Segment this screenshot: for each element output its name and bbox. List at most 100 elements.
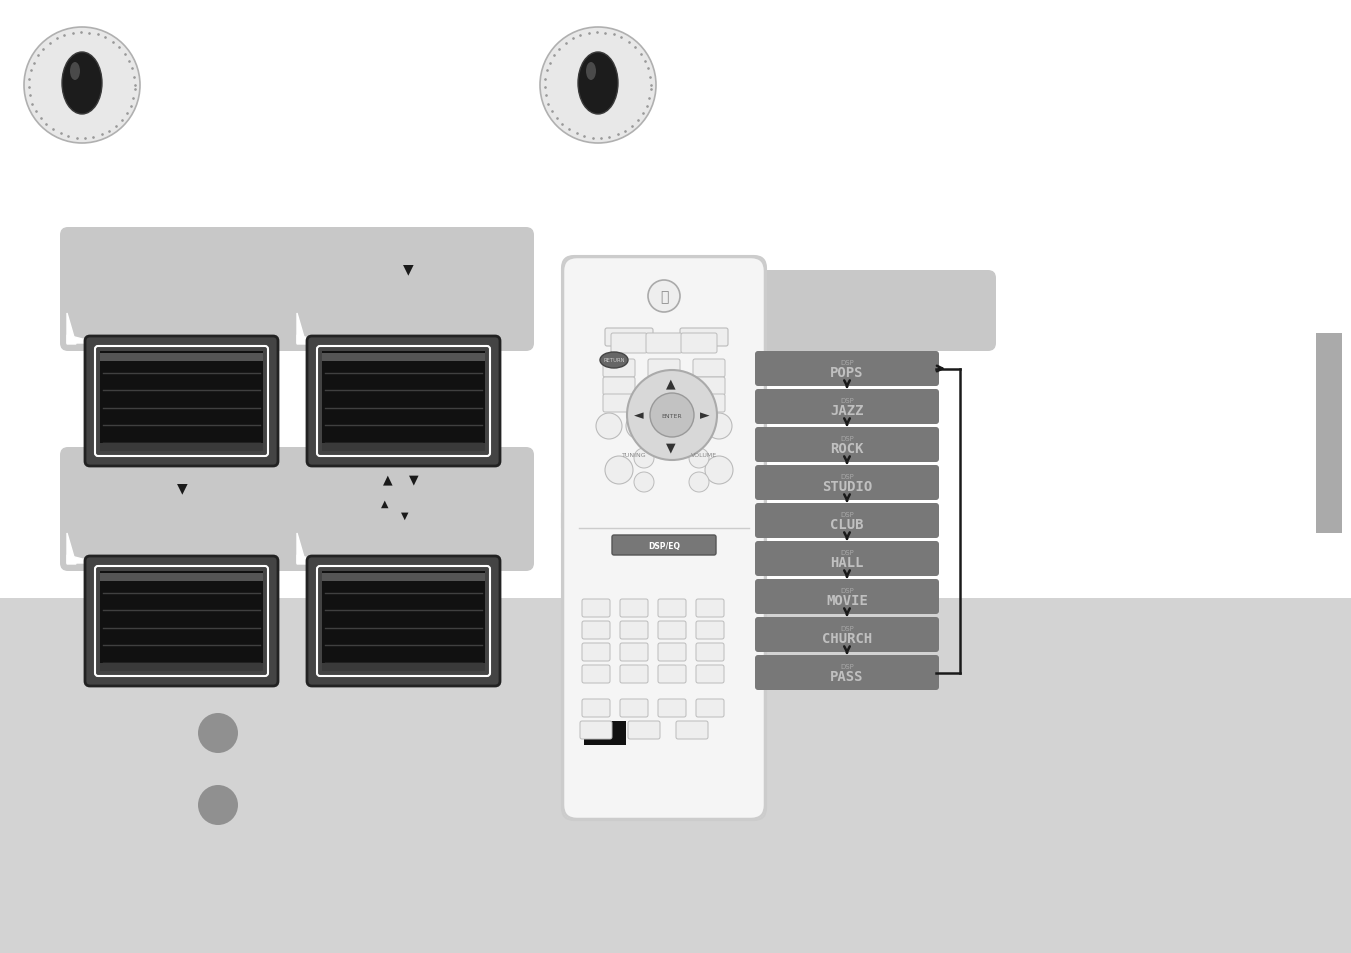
Bar: [584, 721, 626, 745]
FancyBboxPatch shape: [648, 359, 680, 377]
Circle shape: [626, 414, 653, 439]
Polygon shape: [719, 314, 728, 345]
Polygon shape: [297, 556, 328, 563]
FancyBboxPatch shape: [307, 557, 500, 686]
Circle shape: [648, 281, 680, 313]
Text: DSP/EQ: DSP/EQ: [648, 541, 680, 550]
FancyBboxPatch shape: [646, 334, 682, 354]
Bar: [322, 354, 485, 361]
Polygon shape: [68, 534, 76, 564]
FancyBboxPatch shape: [603, 395, 635, 413]
Bar: [100, 352, 263, 452]
Bar: [100, 574, 263, 581]
Bar: [0, 598, 1351, 953]
Text: DSP: DSP: [840, 663, 854, 669]
FancyBboxPatch shape: [696, 643, 724, 661]
FancyBboxPatch shape: [755, 465, 939, 500]
Text: DSP: DSP: [840, 397, 854, 403]
Circle shape: [705, 456, 734, 484]
Circle shape: [627, 371, 717, 460]
Text: ROCK: ROCK: [831, 441, 863, 456]
FancyBboxPatch shape: [648, 395, 680, 413]
Bar: [1316, 334, 1342, 534]
FancyBboxPatch shape: [648, 377, 680, 395]
FancyBboxPatch shape: [582, 643, 611, 661]
FancyBboxPatch shape: [658, 643, 686, 661]
Ellipse shape: [70, 63, 80, 81]
Text: MOVIE: MOVIE: [825, 594, 867, 607]
Text: ▼: ▼: [666, 441, 676, 454]
Bar: [322, 574, 485, 581]
Bar: [100, 663, 263, 671]
FancyBboxPatch shape: [658, 621, 686, 639]
FancyBboxPatch shape: [693, 395, 725, 413]
Circle shape: [540, 28, 657, 144]
Circle shape: [707, 414, 732, 439]
Bar: [322, 663, 485, 671]
Text: DSP: DSP: [840, 512, 854, 517]
FancyBboxPatch shape: [755, 656, 939, 690]
Circle shape: [634, 473, 654, 493]
Circle shape: [689, 449, 709, 469]
Text: DSP: DSP: [840, 587, 854, 594]
Polygon shape: [68, 314, 76, 345]
Ellipse shape: [62, 53, 101, 115]
FancyBboxPatch shape: [59, 448, 304, 572]
FancyBboxPatch shape: [582, 621, 611, 639]
FancyBboxPatch shape: [755, 503, 939, 538]
Text: ▲: ▲: [384, 473, 393, 486]
Circle shape: [634, 449, 654, 469]
Text: ⏻: ⏻: [659, 290, 669, 304]
Text: DSP: DSP: [840, 436, 854, 441]
Text: CHURCH: CHURCH: [821, 631, 873, 645]
FancyBboxPatch shape: [611, 334, 647, 354]
FancyBboxPatch shape: [290, 448, 534, 572]
Text: HALL: HALL: [831, 556, 863, 569]
FancyBboxPatch shape: [755, 579, 939, 615]
FancyBboxPatch shape: [676, 721, 708, 740]
FancyBboxPatch shape: [658, 700, 686, 718]
FancyBboxPatch shape: [290, 228, 534, 352]
Text: STUDIO: STUDIO: [821, 479, 873, 494]
FancyBboxPatch shape: [85, 336, 278, 467]
FancyBboxPatch shape: [580, 721, 612, 740]
FancyBboxPatch shape: [658, 599, 686, 618]
FancyBboxPatch shape: [755, 618, 939, 652]
Polygon shape: [297, 335, 328, 344]
Text: DSP: DSP: [840, 625, 854, 631]
Text: DSP: DSP: [840, 359, 854, 366]
FancyBboxPatch shape: [696, 665, 724, 683]
Circle shape: [689, 473, 709, 493]
Circle shape: [24, 28, 141, 144]
Text: ▼: ▼: [409, 473, 419, 486]
FancyBboxPatch shape: [582, 700, 611, 718]
FancyBboxPatch shape: [620, 643, 648, 661]
Circle shape: [657, 414, 682, 439]
Polygon shape: [68, 335, 99, 344]
FancyBboxPatch shape: [612, 536, 716, 556]
Text: RETURN: RETURN: [604, 358, 624, 363]
Text: CLUB: CLUB: [831, 517, 863, 532]
Polygon shape: [297, 314, 305, 345]
FancyBboxPatch shape: [59, 228, 304, 352]
Polygon shape: [719, 335, 750, 344]
Circle shape: [650, 394, 694, 437]
FancyBboxPatch shape: [603, 377, 635, 395]
Text: PASS: PASS: [831, 669, 863, 683]
FancyBboxPatch shape: [620, 700, 648, 718]
Text: ►: ►: [700, 409, 709, 422]
Text: JAZZ: JAZZ: [831, 403, 863, 417]
Bar: [100, 354, 263, 361]
Text: ▼: ▼: [401, 511, 409, 520]
Circle shape: [199, 785, 238, 825]
FancyBboxPatch shape: [696, 599, 724, 618]
Text: TUNING: TUNING: [621, 453, 646, 458]
FancyBboxPatch shape: [307, 336, 500, 467]
FancyBboxPatch shape: [696, 621, 724, 639]
Bar: [322, 443, 485, 452]
FancyBboxPatch shape: [696, 700, 724, 718]
FancyBboxPatch shape: [755, 428, 939, 462]
FancyBboxPatch shape: [755, 541, 939, 577]
FancyBboxPatch shape: [681, 334, 717, 354]
FancyBboxPatch shape: [582, 599, 611, 618]
